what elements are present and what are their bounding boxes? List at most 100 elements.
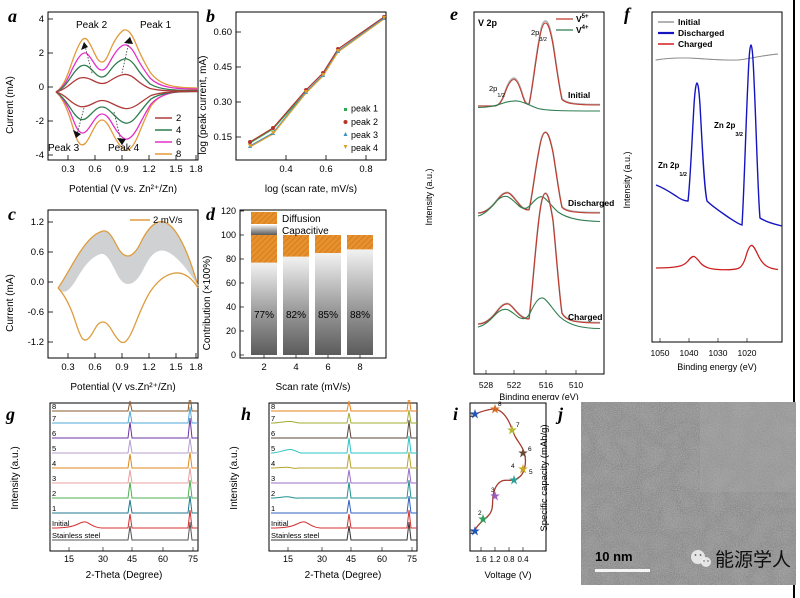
svg-text:0.8: 0.8 [359, 164, 372, 175]
svg-text:40: 40 [226, 302, 236, 312]
svg-text:能源学人: 能源学人 [715, 549, 791, 571]
svg-text:Charged: Charged [568, 312, 602, 322]
svg-text:Initial: Initial [52, 519, 70, 528]
svg-text:20: 20 [226, 326, 236, 336]
svg-text:Scan rate (mV/s): Scan rate (mV/s) [275, 382, 350, 393]
svg-text:peak 1: peak 1 [351, 104, 378, 114]
svg-text:peak 2: peak 2 [351, 117, 378, 127]
svg-text:100: 100 [221, 230, 236, 240]
svg-text:Binding energy (eV): Binding energy (eV) [499, 392, 579, 400]
svg-text:1: 1 [470, 529, 474, 536]
svg-text:45: 45 [346, 554, 356, 564]
svg-text:2-Theta (Degree): 2-Theta (Degree) [86, 570, 163, 581]
svg-text:3: 3 [271, 474, 275, 483]
svg-text:0.15: 0.15 [214, 132, 233, 143]
svg-text:5: 5 [271, 444, 275, 453]
svg-text:Zn 2p3/2: Zn 2p3/2 [714, 121, 743, 138]
svg-text:Stainless steel: Stainless steel [271, 531, 320, 540]
svg-text:2p3/2: 2p3/2 [531, 28, 547, 43]
svg-text:Capacitive: Capacitive [282, 226, 329, 237]
svg-text:516: 516 [539, 380, 553, 390]
svg-text:7: 7 [271, 414, 275, 423]
svg-text:-0.6: -0.6 [28, 307, 44, 318]
svg-text:1050: 1050 [651, 348, 670, 358]
svg-text:4: 4 [511, 463, 515, 470]
svg-text:3: 3 [52, 474, 56, 483]
svg-text:1.2: 1.2 [31, 217, 44, 228]
svg-text:80: 80 [226, 254, 236, 264]
svg-text:Zn 2p1/2: Zn 2p1/2 [658, 161, 687, 178]
svg-text:log (peak current, mA): log (peak current, mA) [198, 56, 209, 155]
svg-text:2: 2 [271, 489, 275, 498]
svg-text:15: 15 [64, 554, 74, 564]
svg-text:e: e [450, 4, 458, 24]
svg-text:2: 2 [52, 489, 56, 498]
svg-text:peak 3: peak 3 [351, 130, 378, 140]
svg-text:0.0: 0.0 [31, 277, 44, 288]
svg-text:1: 1 [271, 504, 275, 513]
svg-text:Specific capacity (mAh/g): Specific capacity (mAh/g) [539, 424, 550, 531]
svg-text:85%: 85% [318, 310, 338, 321]
svg-text:Intensity (a.u.): Intensity (a.u.) [10, 446, 21, 509]
svg-text:0.8: 0.8 [503, 555, 515, 564]
svg-text:8: 8 [271, 402, 275, 411]
svg-text:Peak 2: Peak 2 [76, 20, 108, 31]
svg-text:2p1/2: 2p1/2 [489, 84, 505, 99]
svg-text:0.6: 0.6 [319, 164, 332, 175]
svg-text:2: 2 [478, 510, 482, 517]
svg-text:Initial: Initial [568, 90, 590, 100]
svg-text:7: 7 [516, 422, 520, 429]
svg-text:-2: -2 [36, 116, 44, 127]
svg-text:2: 2 [261, 362, 266, 373]
svg-text:60: 60 [158, 554, 168, 564]
svg-text:Current (mA): Current (mA) [5, 274, 16, 332]
svg-text:510: 510 [569, 380, 583, 390]
svg-text:88%: 88% [350, 310, 370, 321]
svg-text:1.2: 1.2 [142, 362, 155, 373]
svg-text:4: 4 [293, 362, 298, 373]
svg-text:8: 8 [52, 402, 56, 411]
svg-text:V5+: V5+ [576, 14, 589, 24]
svg-text:2: 2 [39, 48, 44, 59]
svg-text:15: 15 [283, 554, 293, 564]
svg-text:Peak 1: Peak 1 [140, 20, 172, 31]
svg-text:1.2: 1.2 [489, 555, 501, 564]
svg-text:Intensity (a.u.): Intensity (a.u.) [424, 168, 434, 225]
svg-text:0.4: 0.4 [517, 555, 529, 564]
svg-text:528: 528 [479, 380, 493, 390]
svg-text:1: 1 [52, 504, 56, 513]
svg-text:Intensity (a.u.): Intensity (a.u.) [229, 446, 240, 509]
svg-text:c: c [8, 204, 16, 224]
svg-text:0: 0 [231, 350, 236, 360]
svg-text:8: 8 [498, 401, 502, 408]
svg-text:Peak 3: Peak 3 [48, 143, 80, 154]
svg-text:6: 6 [325, 362, 330, 373]
svg-text:Intensity (a.u.): Intensity (a.u.) [622, 151, 632, 208]
svg-text:77%: 77% [254, 310, 274, 321]
svg-text:1.5: 1.5 [169, 362, 182, 373]
svg-text:-1.2: -1.2 [28, 337, 44, 348]
svg-text:5: 5 [529, 469, 533, 476]
svg-text:6: 6 [271, 429, 275, 438]
svg-text:Discharged: Discharged [568, 198, 614, 208]
svg-text:120: 120 [221, 206, 236, 216]
svg-text:30: 30 [317, 554, 327, 564]
svg-text:60: 60 [226, 278, 236, 288]
svg-text:Peak 4: Peak 4 [108, 143, 140, 154]
svg-text:45: 45 [127, 554, 137, 564]
svg-text:60: 60 [377, 554, 387, 564]
svg-text:Contribution (×100%): Contribution (×100%) [202, 256, 213, 351]
svg-text:4: 4 [176, 125, 181, 136]
svg-text:2 mV/s: 2 mV/s [153, 215, 183, 226]
svg-text:a: a [8, 6, 17, 26]
svg-text:Voltage (V): Voltage (V) [485, 570, 532, 581]
svg-text:0.4: 0.4 [279, 164, 292, 175]
svg-text:6: 6 [528, 446, 532, 453]
svg-text:V4+: V4+ [576, 25, 589, 35]
svg-text:0.3: 0.3 [61, 362, 74, 373]
svg-text:8: 8 [357, 362, 362, 373]
svg-text:d: d [206, 204, 216, 224]
svg-text:Charged: Charged [678, 39, 712, 49]
svg-text:2-Theta (Degree): 2-Theta (Degree) [305, 570, 382, 581]
svg-text:0.9: 0.9 [115, 362, 128, 373]
